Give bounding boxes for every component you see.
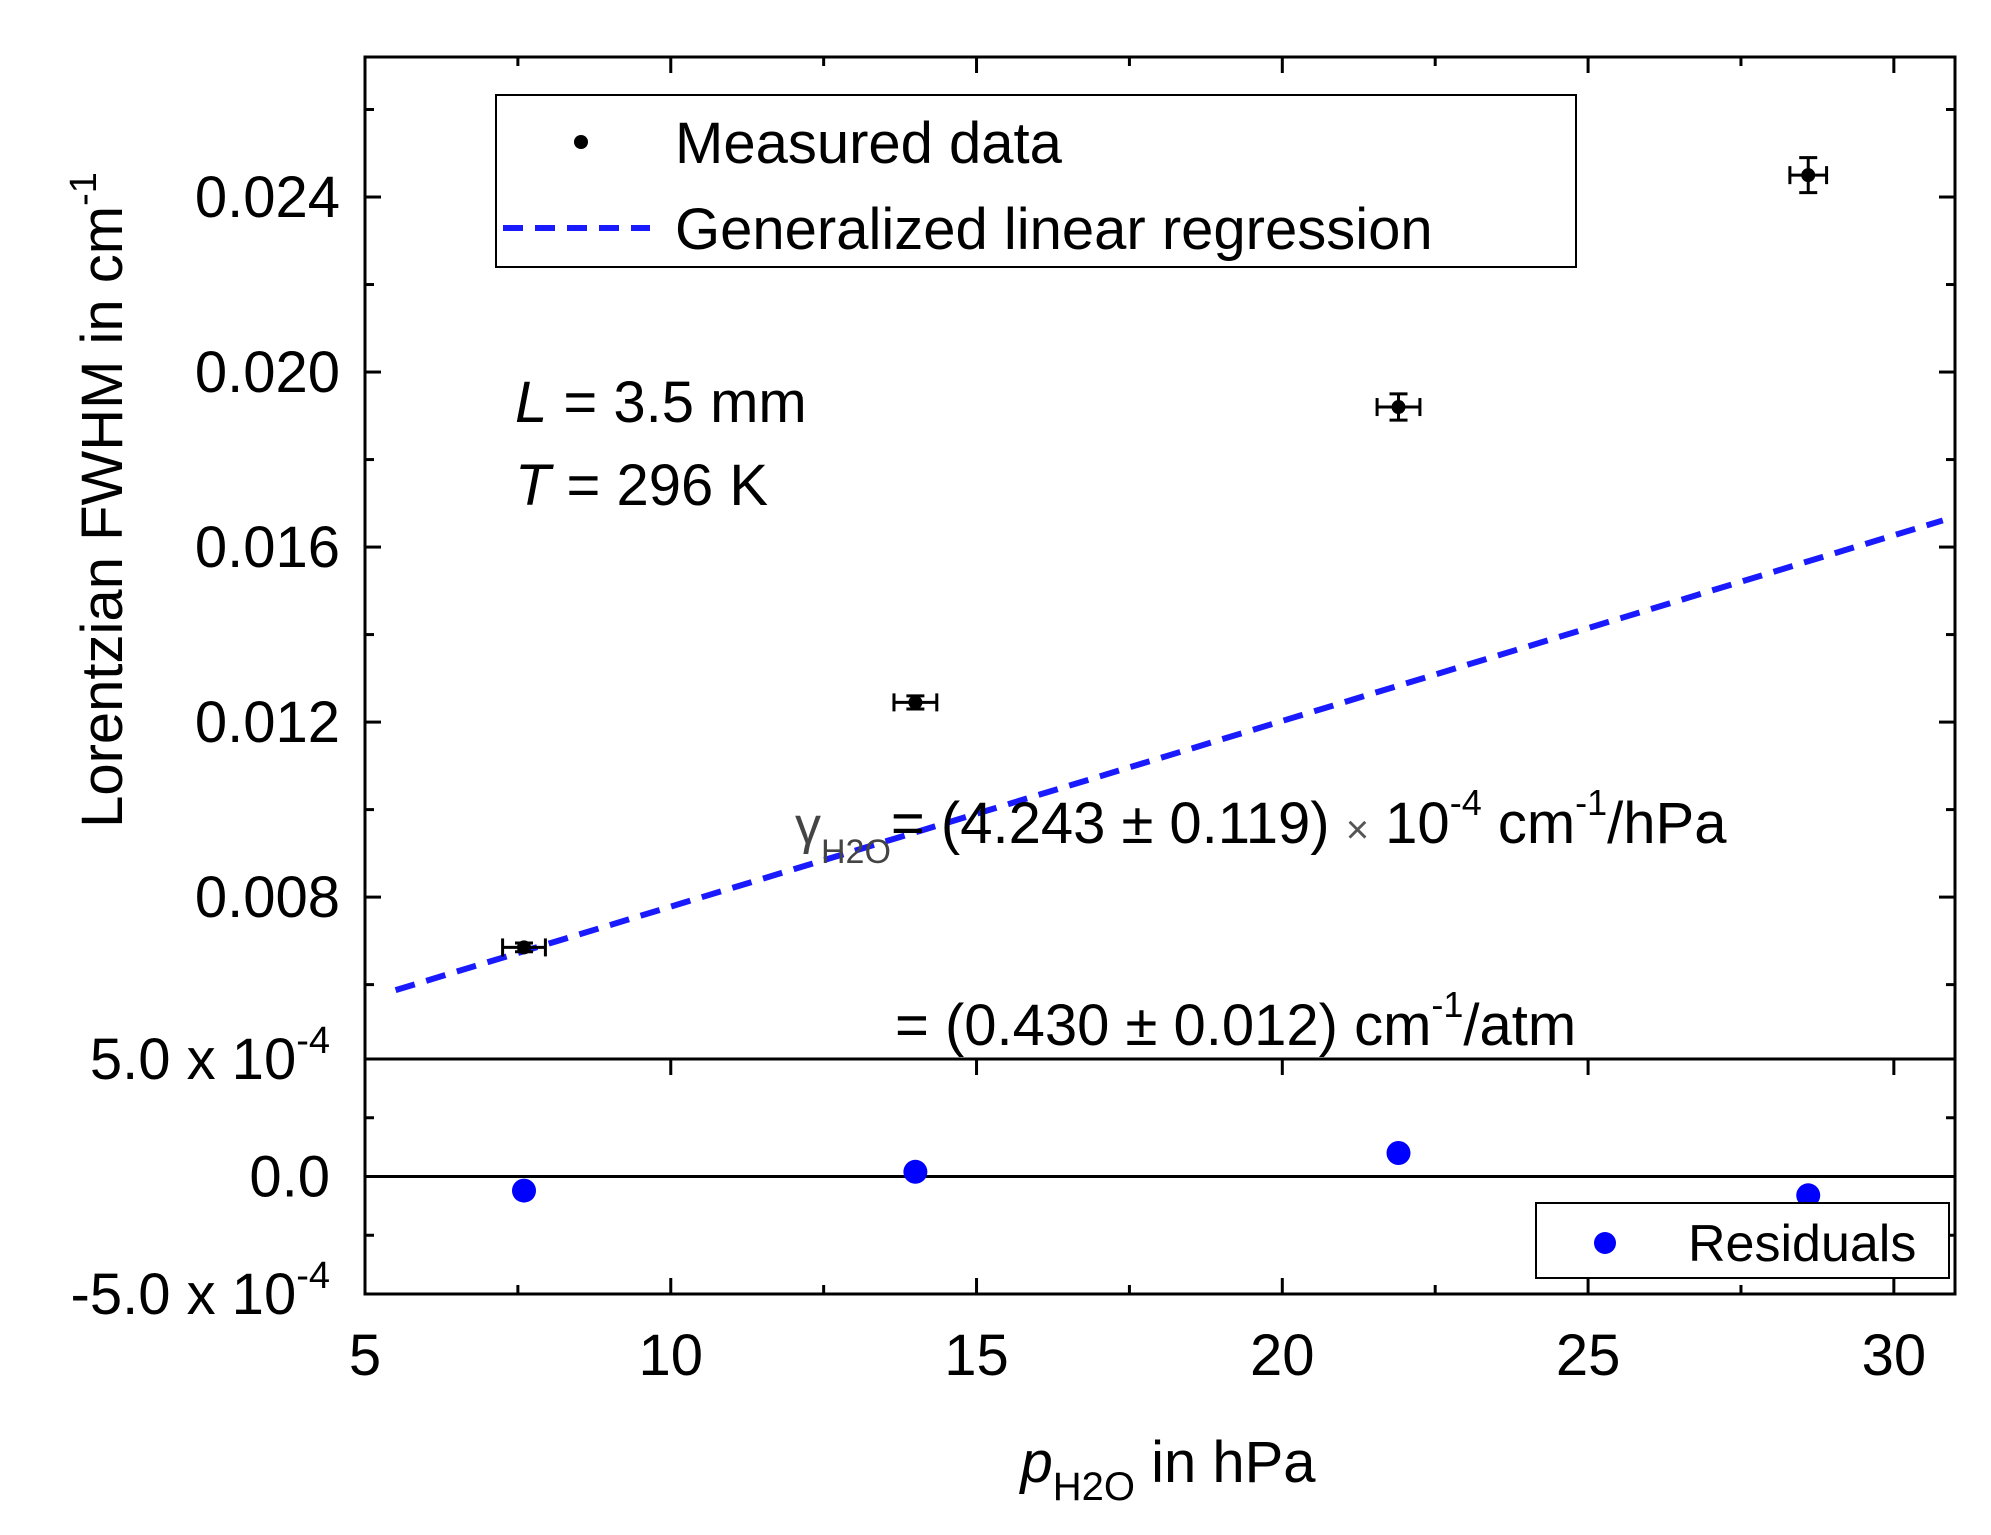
legend-residuals-symbol — [1594, 1232, 1616, 1254]
x-tick-labels: 5 10 15 20 25 30 — [349, 1323, 1926, 1388]
atm-annotation: = (0.430 ± 0.012) cm-1/atm — [895, 984, 1576, 1058]
x-tick-label: 25 — [1556, 1323, 1621, 1388]
x-tick-label: 5 — [349, 1323, 381, 1388]
gamma-annotation: γH2O= (4.243 ± 0.119) × 10-4 cm-1/hPa — [795, 782, 1727, 871]
residuals-series — [512, 1141, 1821, 1208]
measured-data-point — [908, 695, 923, 710]
res-y-tick-label: 0.0 — [249, 1145, 330, 1210]
main-legend: Measured data Generalized linear regress… — [495, 94, 1577, 268]
res-y-tick-label: 5.0 x 10-4 — [90, 1020, 330, 1092]
measured-data-point — [1801, 168, 1816, 183]
temperature-annotation: T = 296 K — [515, 453, 768, 518]
residual-data-point — [512, 1178, 536, 1203]
residual-data-point — [1386, 1141, 1411, 1165]
y-axis-title: Lorentzian FWHM in cm-1 — [63, 172, 135, 828]
x-tick-label: 30 — [1862, 1323, 1927, 1388]
x-tick-label: 20 — [1250, 1323, 1315, 1388]
y-tick-labels: 0.008 0.012 0.016 0.020 0.024 — [195, 165, 340, 930]
y-tick-label: 0.020 — [195, 340, 340, 405]
residual-legend: Residuals — [1535, 1202, 1950, 1279]
legend-measured-label: Measured data — [675, 111, 1063, 176]
res-y-tick-label: -5.0 x 10-4 — [71, 1255, 330, 1327]
legend-regression-label: Generalized linear regression — [675, 197, 1433, 262]
x-tick-label: 10 — [639, 1323, 704, 1388]
legend-measured-symbol — [574, 135, 588, 149]
x-tick-label: 15 — [944, 1323, 1009, 1388]
main-legend-box — [495, 94, 1577, 268]
legend-residuals-label: Residuals — [1688, 1215, 1916, 1273]
residual-data-point — [903, 1159, 928, 1184]
measured-data-series — [501, 156, 1829, 957]
length-annotation: L = 3.5 mm — [515, 370, 807, 435]
residual-y-tick-labels: -5.0 x 10-4 0.0 5.0 x 10-4 — [71, 1020, 330, 1327]
y-tick-label: 0.012 — [195, 690, 340, 755]
measured-data-point — [517, 940, 531, 955]
y-tick-label: 0.008 — [195, 865, 340, 930]
axis-ticks — [363, 57, 1955, 1296]
measured-data-point — [1391, 400, 1406, 415]
residual-data-point — [1796, 1183, 1821, 1208]
regression-line — [394, 517, 1944, 994]
y-tick-label: 0.024 — [195, 165, 340, 230]
y-tick-label: 0.016 — [195, 515, 340, 580]
x-axis-title: pH2O in hPa — [1018, 1430, 1316, 1509]
